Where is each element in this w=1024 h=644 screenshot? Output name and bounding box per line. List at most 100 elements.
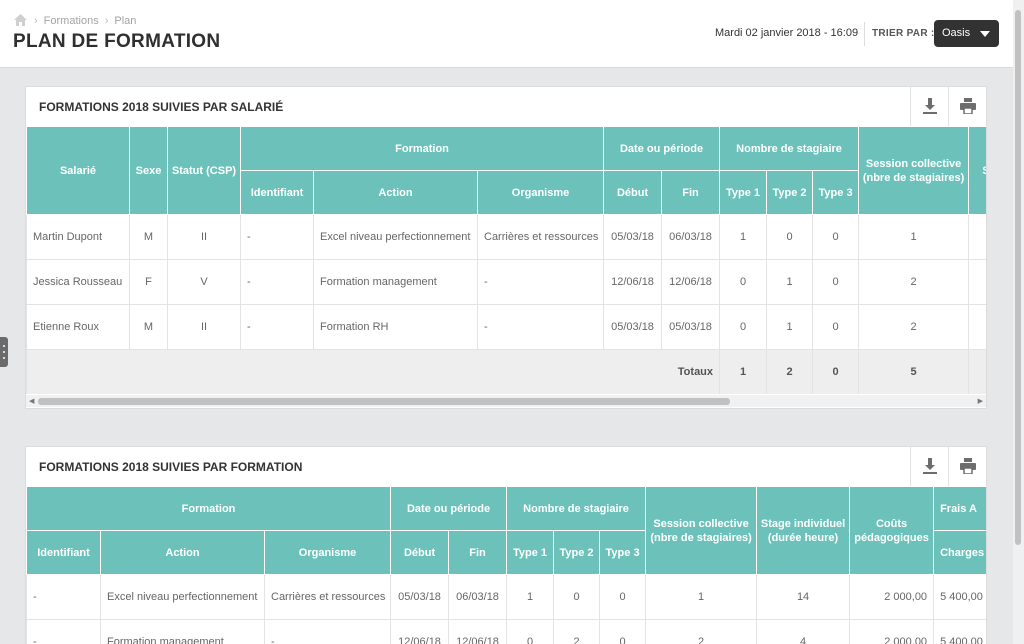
col-stage-cut[interactable]: Sta (d — [968, 126, 986, 215]
cell-stage: 14 — [756, 574, 851, 620]
cell-salarie: Jessica Rousseau — [26, 259, 130, 305]
cell-action: Excel niveau perfectionnement — [100, 574, 265, 620]
cell-couts: 2 000,00 — [849, 574, 935, 620]
table-row[interactable]: Martin Dupont M II - Excel niveau perfec… — [26, 214, 986, 260]
col-identifiant[interactable]: Identifiant — [240, 170, 314, 215]
cell-action: Formation management — [313, 259, 478, 305]
cell-session: 2 — [858, 259, 970, 305]
cell-empty — [968, 259, 986, 305]
cell-identifiant: - — [26, 574, 101, 620]
col-couts[interactable]: Coûts pédagogiques — [849, 486, 935, 575]
col-fin[interactable]: Fin — [661, 170, 721, 215]
cell-type2: 0 — [553, 574, 601, 620]
cell-type1: 0 — [506, 619, 555, 644]
cell-organisme: - — [263, 619, 392, 644]
cell-debut: 05/03/18 — [603, 214, 663, 260]
print-button[interactable] — [948, 447, 986, 486]
totals-label: Totaux — [26, 349, 721, 394]
cell-empty — [968, 214, 986, 260]
col-debut[interactable]: Début — [390, 530, 450, 575]
panel-title: FORMATIONS 2018 SUIVIES PAR SALARIÉ — [39, 100, 284, 114]
cell-type3: 0 — [812, 259, 860, 305]
caret-down-icon — [980, 31, 990, 37]
cell-debut: 12/06/18 — [603, 259, 663, 305]
horizontal-scrollbar[interactable]: ◀ ▶ — [26, 395, 986, 407]
table-row[interactable]: Etienne Roux M II - Formation RH - 05/03… — [26, 304, 986, 350]
col-type1[interactable]: Type 1 — [719, 170, 768, 215]
scrollbar-thumb[interactable] — [38, 398, 730, 405]
table-salaries: Salarié Sexe Statut (CSP) Formation Date… — [26, 126, 986, 394]
col-salarie[interactable]: Salarié — [26, 126, 130, 215]
sort-select[interactable]: Oasis — [934, 20, 999, 47]
cell-statut: II — [167, 214, 241, 260]
cell-session: 1 — [645, 574, 758, 620]
cell-type2: 0 — [766, 214, 814, 260]
download-button[interactable] — [910, 447, 948, 486]
col-type2[interactable]: Type 2 — [553, 530, 601, 575]
table-row[interactable]: - Formation management - 12/06/18 12/06/… — [26, 619, 986, 644]
col-identifiant[interactable]: Identifiant — [26, 530, 101, 575]
col-session[interactable]: Session collective (nbre de stagiaires) — [858, 126, 970, 215]
cell-sexe: F — [129, 259, 168, 305]
cell-identifiant: - — [240, 259, 314, 305]
print-icon — [960, 458, 976, 474]
table-row[interactable]: - Excel niveau perfectionnement Carrière… — [26, 574, 986, 620]
col-type3[interactable]: Type 3 — [599, 530, 647, 575]
panel-formations-par-formation: FORMATIONS 2018 SUIVIES PAR FORMATION Fo… — [25, 446, 987, 644]
cell-organisme: Carrières et ressources — [476, 214, 605, 260]
cell-type3: 0 — [812, 304, 860, 350]
col-debut[interactable]: Début — [603, 170, 663, 215]
print-button[interactable] — [948, 87, 986, 126]
col-charges[interactable]: Charges — [933, 530, 986, 575]
cell-identifiant: - — [240, 214, 314, 260]
cell-fin: 06/03/18 — [448, 574, 508, 620]
scroll-left-icon[interactable]: ◀ — [29, 398, 35, 405]
cell-type1: 0 — [719, 304, 768, 350]
cell-type1: 1 — [506, 574, 555, 620]
col-sexe[interactable]: Sexe — [129, 126, 168, 215]
home-icon[interactable] — [13, 13, 28, 28]
cell-stage: 4 — [756, 619, 851, 644]
side-panel-handle[interactable] — [0, 337, 8, 367]
cell-type1: 0 — [719, 259, 768, 305]
table-salaries-wrapper: Salarié Sexe Statut (CSP) Formation Date… — [26, 126, 986, 394]
group-stagiaires: Nombre de stagiaire — [719, 126, 860, 171]
table-formations: Formation Date ou période Nombre de stag… — [26, 486, 986, 644]
cell-fin: 06/03/18 — [661, 214, 721, 260]
sort-select-value: Oasis — [942, 27, 971, 39]
page-header: › Formations › Plan PLAN DE FORMATION Ma… — [0, 0, 1013, 68]
cell-salarie: Martin Dupont — [26, 214, 130, 260]
table-row[interactable]: Jessica Rousseau F V - Formation managem… — [26, 259, 986, 305]
col-fin[interactable]: Fin — [448, 530, 508, 575]
col-stage[interactable]: Stage individuel (durée heure) — [756, 486, 851, 575]
col-statut[interactable]: Statut (CSP) — [167, 126, 241, 215]
col-session[interactable]: Session collective (nbre de stagiaires) — [645, 486, 758, 575]
cell-action: Formation RH — [313, 304, 478, 350]
col-type1[interactable]: Type 1 — [506, 530, 555, 575]
table-formations-wrapper: Formation Date ou période Nombre de stag… — [26, 486, 986, 644]
panel-header: FORMATIONS 2018 SUIVIES PAR SALARIÉ — [26, 87, 986, 126]
cell-couts: 2 000,00 — [849, 619, 935, 644]
col-action[interactable]: Action — [313, 170, 478, 215]
scroll-right-icon[interactable]: ▶ — [977, 398, 983, 405]
totals-row: Totaux 1 2 0 5 — [26, 349, 986, 394]
page-title: PLAN DE FORMATION — [13, 31, 221, 52]
col-organisme[interactable]: Organisme — [476, 170, 605, 215]
download-icon — [923, 98, 937, 114]
cell-identifiant: - — [26, 619, 101, 644]
col-type2[interactable]: Type 2 — [766, 170, 814, 215]
breadcrumb-formations[interactable]: Formations — [43, 14, 99, 27]
cell-statut: II — [167, 304, 241, 350]
cell-fin: 12/06/18 — [661, 259, 721, 305]
cell-empty — [968, 349, 986, 394]
col-type3[interactable]: Type 3 — [812, 170, 860, 215]
cell-charges: 5 400,00 — [933, 619, 986, 644]
col-organisme[interactable]: Organisme — [263, 530, 392, 575]
cell-salarie: Etienne Roux — [26, 304, 130, 350]
download-button[interactable] — [910, 87, 948, 126]
cell-type2: 1 — [766, 259, 814, 305]
page-scrollbar-thumb[interactable] — [1015, 10, 1021, 545]
cell-session: 2 — [858, 304, 970, 350]
col-action[interactable]: Action — [100, 530, 265, 575]
group-date: Date ou période — [390, 486, 508, 531]
